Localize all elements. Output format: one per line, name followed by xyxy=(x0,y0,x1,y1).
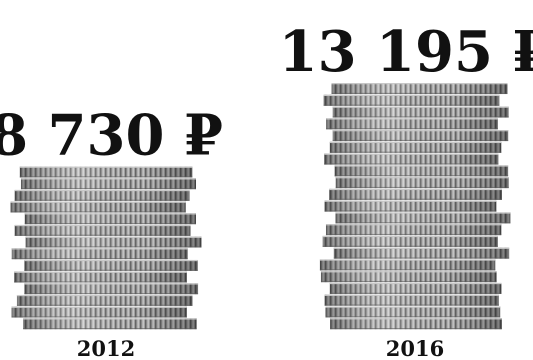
coin xyxy=(325,306,501,318)
coin xyxy=(319,259,496,271)
coin xyxy=(322,235,498,247)
coin xyxy=(14,224,191,236)
coin xyxy=(335,177,509,189)
coin xyxy=(332,106,509,118)
coin xyxy=(330,318,502,330)
coin xyxy=(334,165,509,177)
coin xyxy=(24,213,196,225)
coin xyxy=(16,294,193,306)
coin xyxy=(333,247,510,259)
value-label-2012: 8 730 ₽ xyxy=(0,103,223,169)
coin xyxy=(335,212,511,224)
coin xyxy=(326,118,498,130)
coin xyxy=(324,294,499,306)
coin xyxy=(323,94,500,106)
coin-stack-bar-2016 xyxy=(319,83,511,330)
coin xyxy=(324,153,499,165)
coin xyxy=(20,178,197,190)
coin xyxy=(24,259,198,271)
coin xyxy=(331,83,508,95)
category-label-2016: 2016 xyxy=(386,336,444,360)
coin xyxy=(24,283,199,295)
coin xyxy=(329,141,502,153)
coin xyxy=(325,224,502,236)
coin-stack-bar-2012 xyxy=(10,166,202,330)
coin xyxy=(320,271,497,283)
coin xyxy=(329,282,502,294)
coin xyxy=(25,236,202,248)
coin xyxy=(11,306,187,318)
value-label-2016: 13 195 ₽ xyxy=(279,19,533,85)
category-label-2012: 2012 xyxy=(77,336,135,360)
coin xyxy=(324,200,497,212)
coin xyxy=(14,271,187,283)
coin xyxy=(11,248,188,260)
coin xyxy=(23,318,197,330)
coin xyxy=(329,188,502,200)
coin xyxy=(332,130,509,142)
coin xyxy=(10,201,186,213)
coin xyxy=(14,189,190,201)
coin xyxy=(19,166,193,178)
